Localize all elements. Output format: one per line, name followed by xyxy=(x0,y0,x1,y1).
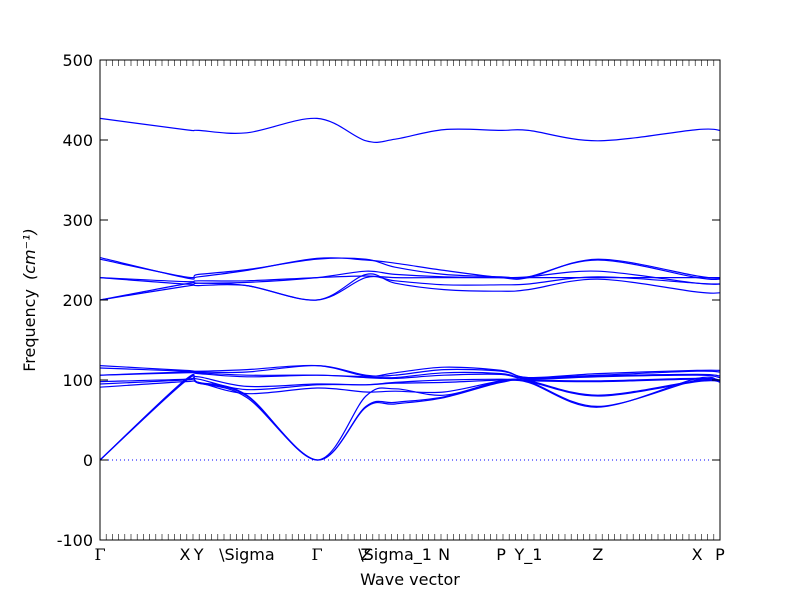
k-point-label: X xyxy=(179,545,190,564)
k-point-label: Y xyxy=(193,545,204,564)
band-2 xyxy=(99,257,721,280)
y-tick-label: -100 xyxy=(57,531,93,550)
band-13 xyxy=(99,377,721,391)
y-axis-label-unit: (cm⁻¹) xyxy=(20,228,39,280)
plot-frame xyxy=(99,59,721,541)
band-3 xyxy=(99,257,721,281)
k-point-label: Y_1 xyxy=(513,545,542,565)
y-axis-label-text: Frequency xyxy=(20,289,39,372)
y-tick-label: 300 xyxy=(62,211,93,230)
k-point-label: P xyxy=(715,545,725,564)
k-point-label: P xyxy=(496,545,506,564)
band-4 xyxy=(99,275,720,283)
y-tick-label: 0 xyxy=(83,451,93,470)
y-tick-label: 400 xyxy=(62,131,93,150)
k-point-label: \Sigma_1 xyxy=(358,545,432,565)
k-point-label: Γ xyxy=(311,545,322,564)
band-curves xyxy=(99,117,721,461)
k-point-label: Γ xyxy=(94,545,105,564)
band-11 xyxy=(99,372,721,380)
y-tick-label: 500 xyxy=(62,51,93,70)
x-axis-label: Wave vector xyxy=(360,570,460,589)
k-point-label: Z xyxy=(360,545,371,564)
band-15 xyxy=(99,373,721,461)
band-12 xyxy=(99,375,721,388)
y-tick-label: 100 xyxy=(62,371,93,390)
band-1 xyxy=(99,117,721,143)
band-7 xyxy=(99,273,721,301)
k-point-label: N xyxy=(438,545,450,564)
k-point-label: X xyxy=(692,545,703,564)
y-tick-label: 200 xyxy=(62,291,93,310)
band-6 xyxy=(99,275,721,301)
band-17 xyxy=(99,375,721,461)
y-axis-label: Frequency (cm⁻¹) xyxy=(20,228,39,371)
band-10 xyxy=(99,371,721,380)
band-9 xyxy=(99,364,721,379)
band-8 xyxy=(99,364,721,379)
k-point-label: \Sigma xyxy=(219,545,275,564)
k-point-label: Z xyxy=(592,545,603,564)
